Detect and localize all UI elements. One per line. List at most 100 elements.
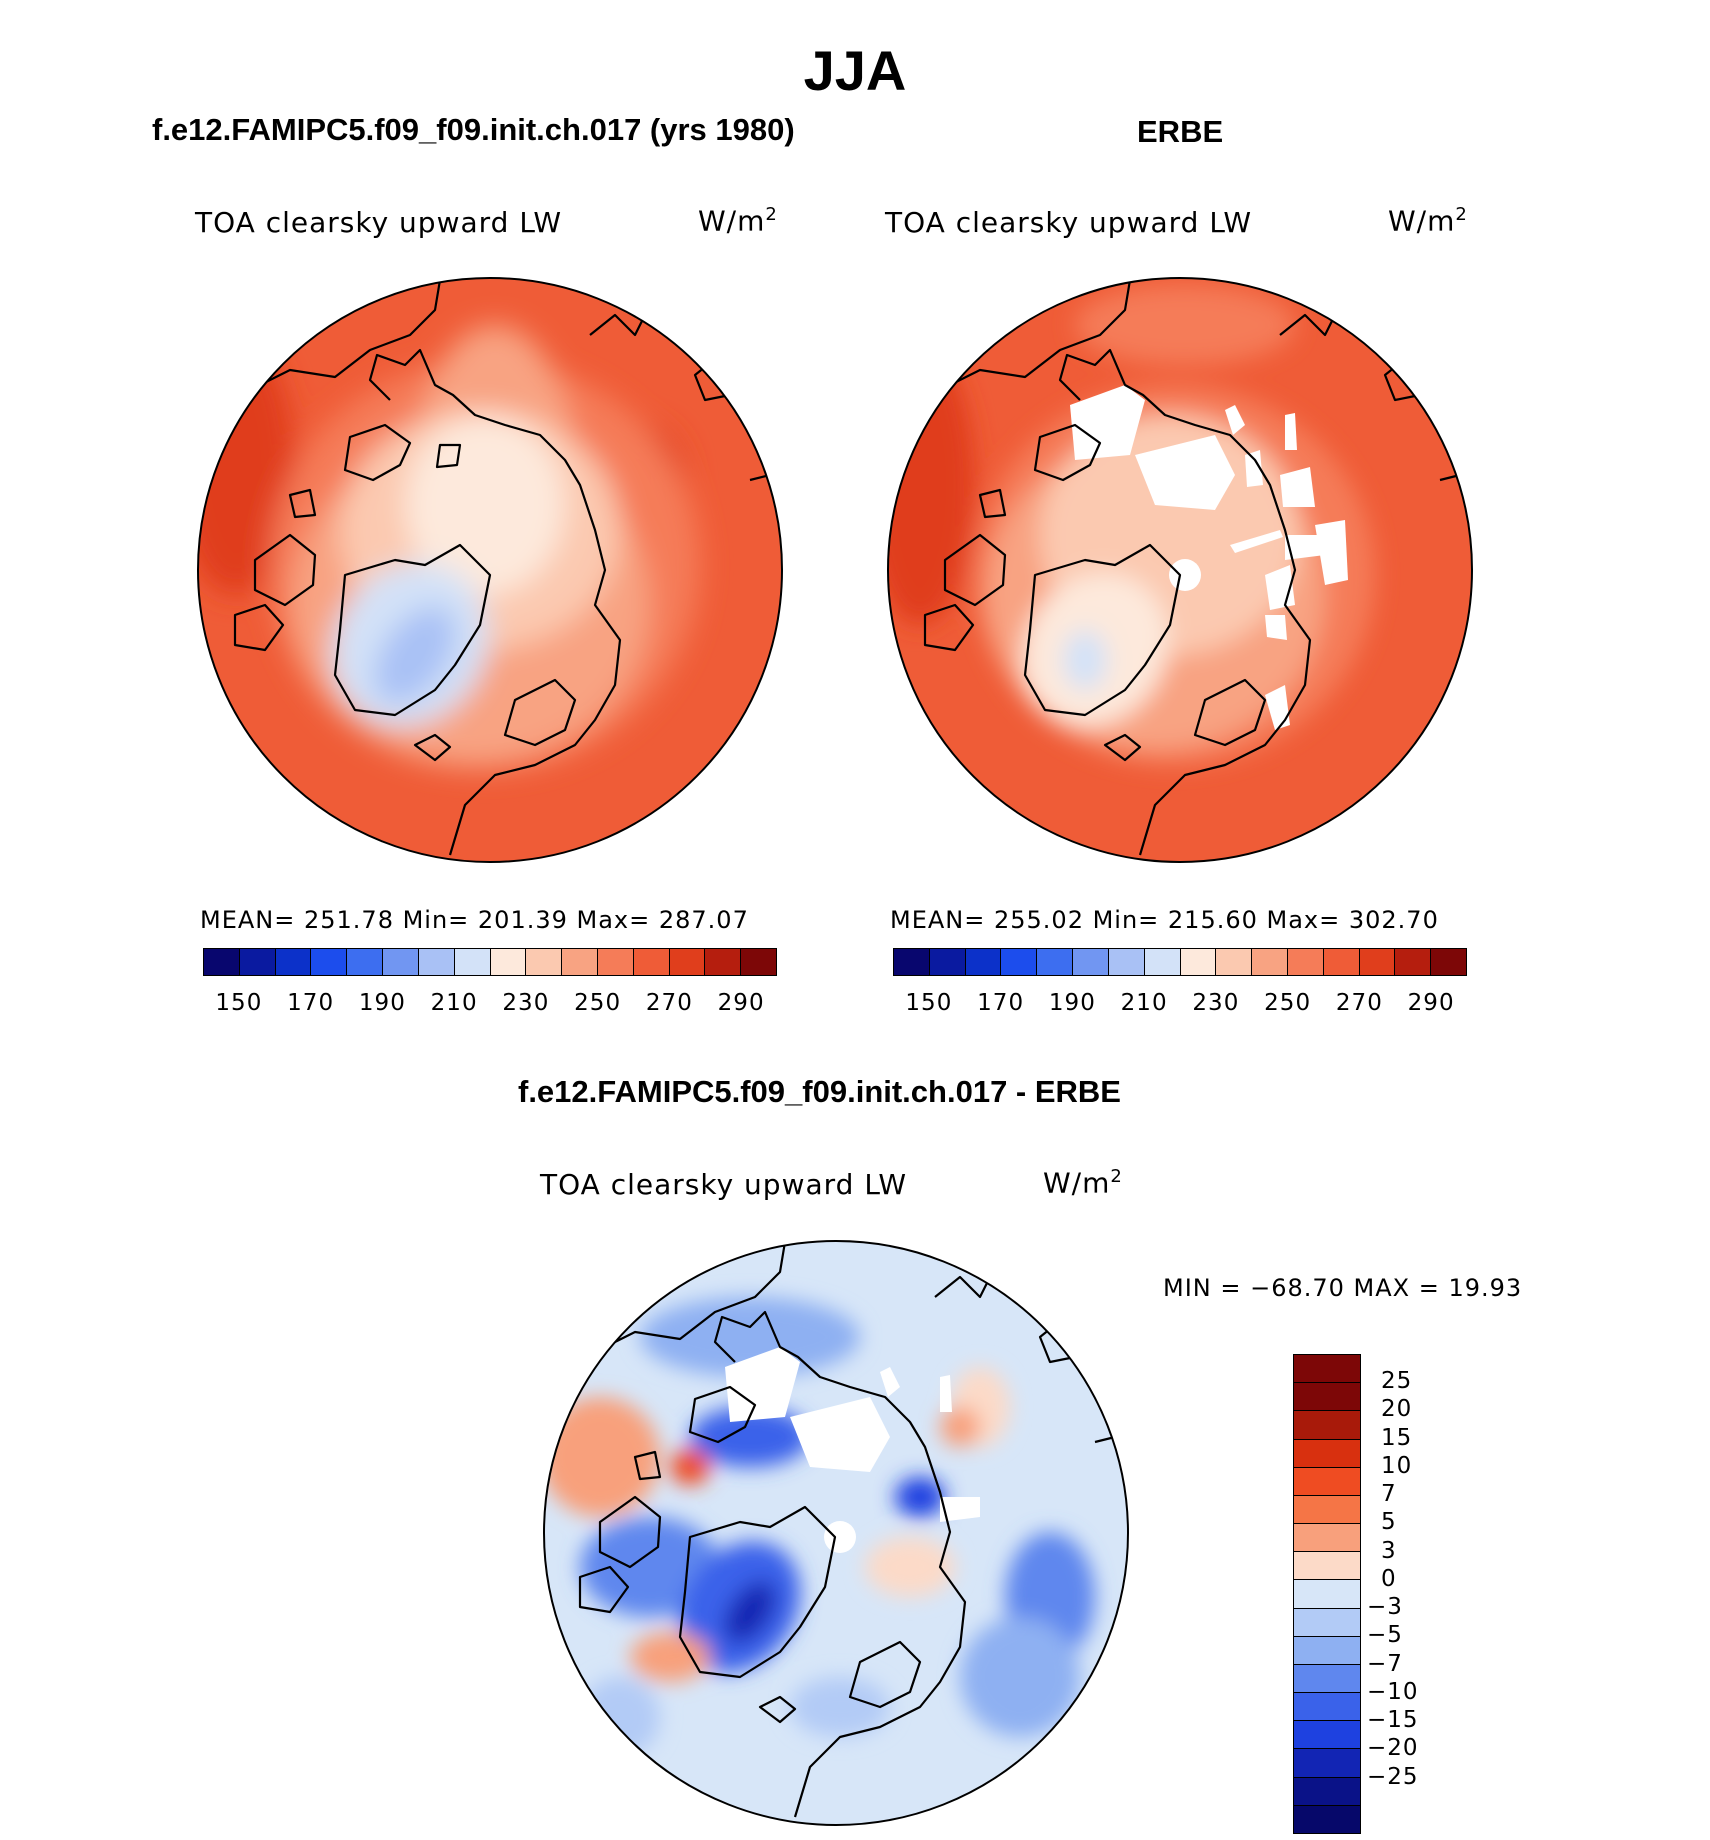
diff-colorbar-tick-label: 10 — [1381, 1452, 1413, 1479]
diff-colorbar-tick-label: 0 — [1381, 1565, 1397, 1592]
diff-colorbar-tick-label: −3 — [1367, 1594, 1403, 1621]
diff-colorbar-tick-label: −25 — [1367, 1763, 1419, 1790]
panel1-colorbar-swatch — [275, 949, 312, 975]
panel2-colorbar-swatch — [1180, 949, 1217, 975]
panel1-colorbar-tick-label: 170 — [287, 990, 335, 1016]
panel2-colorbar-swatch — [1252, 949, 1288, 975]
diff-colorbar-swatch — [1294, 1749, 1360, 1778]
panel2-colorbar-swatch — [1359, 949, 1396, 975]
panel1-colorbar-tick-label: 250 — [574, 990, 622, 1016]
panel1-colorbar-swatch — [562, 949, 598, 975]
panel2-colorbar-ticks: 150 170 190 210 230 250 270 290 — [893, 990, 1467, 1020]
panel2-colorbar-tick-label: 150 — [905, 990, 953, 1016]
diff-colorbar-swatch — [1294, 1467, 1360, 1496]
panel1-map — [197, 277, 783, 863]
diff-colorbar-swatch — [1294, 1580, 1360, 1609]
panel2-colorbar-swatch — [965, 949, 1002, 975]
panel2-colorbar-swatch — [1395, 949, 1432, 975]
diff-stats: MIN = −68.70 MAX = 19.93 — [1163, 1274, 1523, 1302]
panel2-colorbar-swatch — [1216, 949, 1253, 975]
diff-colorbar-swatch — [1294, 1693, 1360, 1722]
panel1-colorbar-swatch — [526, 949, 563, 975]
panel1-colorbar-swatch — [347, 949, 384, 975]
panel2-colorbar-swatch — [894, 949, 930, 975]
diff-colorbar-swatch — [1294, 1383, 1360, 1412]
panel1-colorbar-swatch — [490, 949, 527, 975]
diff-colorbar-swatch — [1294, 1439, 1360, 1468]
panel1-colorbar-swatch — [705, 949, 742, 975]
panel1-colorbar-tick-label: 150 — [215, 990, 263, 1016]
diff-colorbar-swatch — [1294, 1495, 1360, 1525]
diff-colorbar-tick-label: −10 — [1367, 1678, 1419, 1705]
panel1-title: f.e12.FAMIPC5.f09_f09.init.ch.017 (yrs 1… — [152, 112, 795, 147]
diff-colorbar-swatch — [1294, 1805, 1360, 1833]
diff-colorbar-swatch — [1294, 1524, 1360, 1553]
panel2-colorbar-swatch — [1323, 949, 1360, 975]
panel2-colorbar-swatch — [1108, 949, 1145, 975]
panel1-colorbar — [203, 948, 777, 976]
panel2-title: ERBE — [1137, 114, 1224, 149]
panel1-colorbar-swatch — [633, 949, 670, 975]
panel1-colorbar-ticks: 150 170 190 210 230 250 270 290 — [203, 990, 777, 1020]
panel2-colorbar-tick-label: 250 — [1264, 990, 1312, 1016]
diff-title: f.e12.FAMIPC5.f09_f09.init.ch.017 - ERBE — [518, 1074, 1121, 1109]
panel1-colorbar-tick-label: 190 — [358, 990, 406, 1016]
panel2-colorbar-swatch — [1073, 949, 1109, 975]
diff-colorbar-swatch — [1294, 1636, 1360, 1665]
panel1-colorbar-swatch — [204, 949, 240, 975]
panel2-colorbar-swatch — [1287, 949, 1324, 975]
diff-colorbar — [1293, 1354, 1361, 1834]
diff-variable-label: TOA clearsky upward LW — [540, 1168, 908, 1201]
panel1-variable-label: TOA clearsky upward LW — [195, 206, 563, 239]
panel1-colorbar-swatch — [311, 949, 348, 975]
diff-colorbar-tick-label: −7 — [1367, 1650, 1403, 1677]
diff-map — [543, 1240, 1129, 1826]
diff-colorbar-tick-label: −20 — [1367, 1735, 1419, 1762]
panel2-variable-label: TOA clearsky upward LW — [885, 206, 1253, 239]
panel2-map — [887, 277, 1473, 863]
panel1-colorbar-tick-label: 210 — [430, 990, 478, 1016]
panel2-colorbar-swatch — [1144, 949, 1181, 975]
diff-colorbar-swatch — [1294, 1721, 1360, 1750]
panel1-colorbar-swatch — [239, 949, 276, 975]
panel2-colorbar-swatch — [929, 949, 966, 975]
panel2-stats: MEAN= 255.02 Min= 215.60 Max= 302.70 — [890, 906, 1439, 934]
panel2-colorbar-swatch — [1037, 949, 1074, 975]
diff-colorbar-tick-label: −15 — [1367, 1707, 1419, 1734]
diff-colorbar-swatch — [1294, 1608, 1360, 1637]
panel1-colorbar-swatch — [669, 949, 706, 975]
panel2-colorbar-tick-label: 290 — [1407, 990, 1455, 1016]
panel1-colorbar-tick-label: 230 — [502, 990, 550, 1016]
diff-colorbar-tick-label: 5 — [1381, 1509, 1397, 1536]
panel2-colorbar-tick-label: 230 — [1192, 990, 1240, 1016]
figure-title: JJA — [803, 39, 907, 102]
panel2-units-label: W/m2 — [1388, 204, 1468, 238]
panel1-colorbar-swatch — [741, 949, 776, 975]
diff-colorbar-swatch — [1294, 1552, 1360, 1581]
panel2-colorbar — [893, 948, 1467, 976]
panel2-colorbar-tick-label: 270 — [1335, 990, 1383, 1016]
diff-colorbar-tick-label: 20 — [1381, 1396, 1413, 1423]
diff-colorbar-tick-label: 15 — [1381, 1424, 1413, 1451]
panel1-colorbar-swatch — [383, 949, 419, 975]
diff-colorbar-swatch — [1294, 1411, 1360, 1440]
panel1-colorbar-tick-label: 290 — [717, 990, 765, 1016]
diff-colorbar-tick-label: 3 — [1381, 1537, 1397, 1564]
diff-units-label: W/m2 — [1043, 1166, 1123, 1200]
diff-colorbar-tick-label: 7 — [1381, 1481, 1397, 1508]
panel2-colorbar-swatch — [1001, 949, 1038, 975]
diff-colorbar-swatch — [1294, 1664, 1360, 1694]
diff-colorbar-tick-label: 25 — [1381, 1368, 1413, 1395]
panel1-stats: MEAN= 251.78 Min= 201.39 Max= 287.07 — [200, 906, 749, 934]
panel2-colorbar-tick-label: 190 — [1048, 990, 1096, 1016]
panel1-colorbar-swatch — [597, 949, 634, 975]
panel1-colorbar-swatch — [454, 949, 491, 975]
diff-colorbar-swatch — [1294, 1777, 1360, 1806]
panel1-colorbar-tick-label: 270 — [645, 990, 693, 1016]
panel1-colorbar-swatch — [418, 949, 455, 975]
panel2-colorbar-swatch — [1431, 949, 1466, 975]
panel2-colorbar-tick-label: 210 — [1120, 990, 1168, 1016]
diff-colorbar-ticks: 25 20 15 10 7 5 3 0 −3 −5 −7 −10 −15 −20 −25 — [1367, 1354, 1475, 1834]
panel1-units-label: W/m2 — [698, 204, 778, 238]
diff-colorbar-swatch — [1294, 1355, 1360, 1384]
